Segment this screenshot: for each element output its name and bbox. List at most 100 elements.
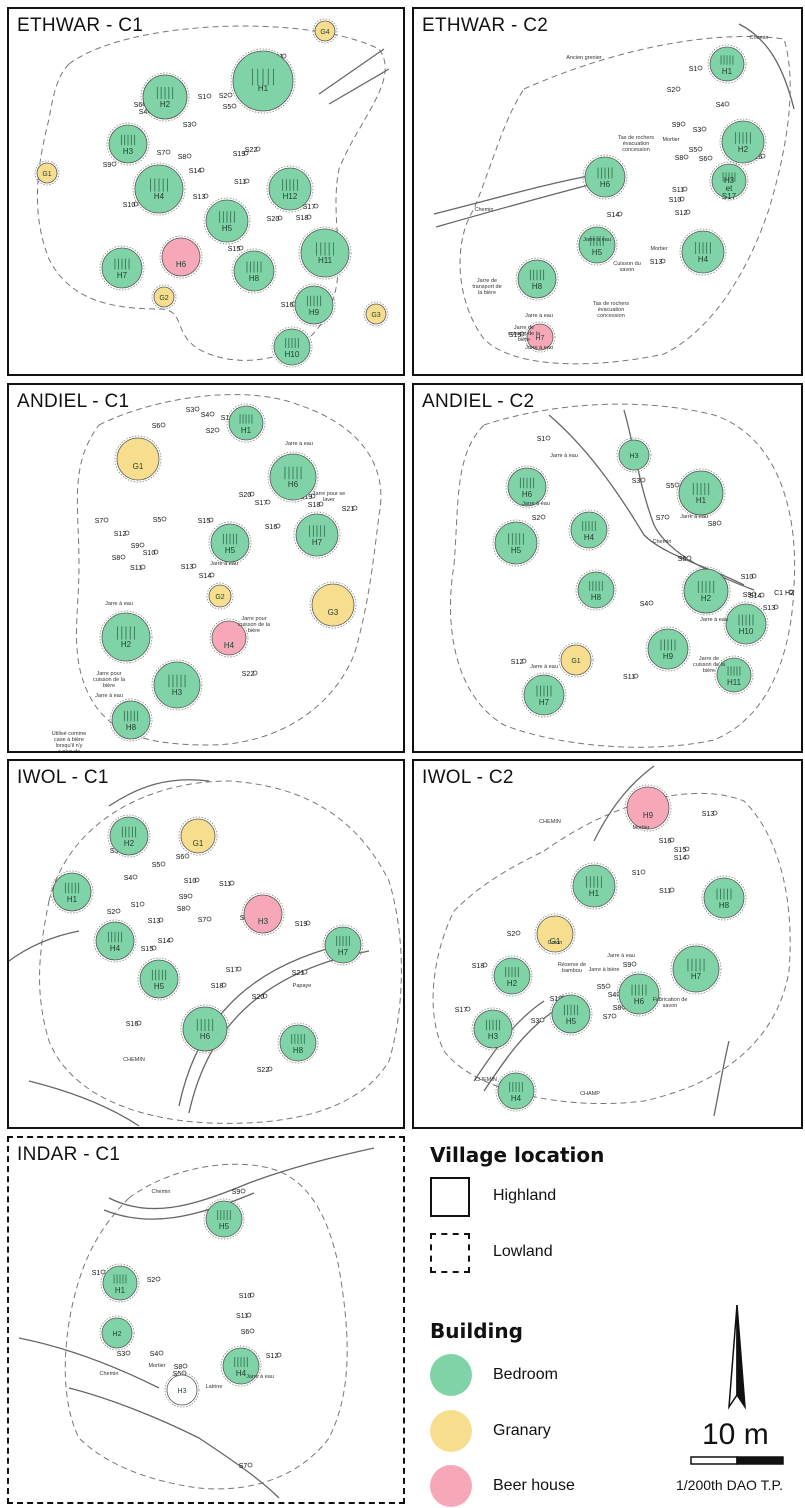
structure-marker — [186, 153, 192, 159]
building-label: H3 — [172, 688, 183, 697]
building-g1: G1 — [178, 816, 218, 856]
building-wall — [505, 465, 549, 509]
building-wall — [99, 245, 145, 291]
structure-label: S12 — [675, 210, 688, 217]
structure-label: S13 — [702, 811, 715, 818]
legend-village-location-title: Village location — [430, 1143, 605, 1167]
building-wall — [707, 44, 747, 84]
path-line — [318, 48, 385, 95]
structure-marker — [124, 530, 130, 536]
building-g2: G2 — [151, 284, 177, 310]
building-label: H2 — [160, 100, 171, 109]
building-label: H4 — [154, 192, 165, 201]
plan-map: S1S2S3S4S5S6S7S8S9S10S11S12S13S14S15S16S… — [432, 765, 791, 1117]
structure-marker — [275, 523, 281, 529]
structure-label: S21 — [342, 506, 355, 513]
building-h3: H3 — [164, 1372, 200, 1408]
structure-marker — [214, 427, 220, 433]
structure-s8: S8 — [177, 905, 191, 913]
structure-s17: S17 — [455, 1006, 471, 1014]
structure-marker — [191, 563, 197, 569]
building-label: H7 — [691, 972, 702, 981]
building-h2: H2 — [99, 610, 153, 664]
structure-label: S11 — [236, 1313, 248, 1320]
structure-s22: S22 — [257, 1066, 273, 1074]
building-label: G2 — [215, 594, 224, 601]
building-h8: H8 — [231, 248, 277, 294]
structure-label: S11 — [672, 187, 684, 194]
annotation-text: Ancien grenier — [566, 55, 602, 61]
annotation-text: Jarre de cuisson de la bière — [508, 325, 541, 343]
structure-label: S5 — [223, 104, 232, 111]
structure-label: S7 — [157, 150, 166, 157]
structure-s14: S14 — [749, 592, 765, 600]
structure-s7: S7 — [198, 916, 212, 924]
building-label: H10 — [285, 350, 300, 359]
path-line — [108, 1147, 375, 1210]
structure-label: S5 — [153, 517, 162, 524]
structure-marker — [310, 493, 316, 499]
structure-s4: S4 — [150, 1350, 164, 1358]
structure-label: S1 — [221, 415, 230, 422]
building-label: H1 — [589, 889, 600, 898]
structure-label: S9 — [232, 1189, 241, 1196]
structure-s17: S17 — [303, 203, 319, 211]
structure-marker — [140, 564, 146, 570]
building-label: H2 — [113, 1331, 122, 1338]
structure-marker — [701, 126, 707, 132]
structure-label: S10 — [184, 878, 197, 885]
structure-s20: S20 — [252, 993, 268, 1001]
structure-s4: S4 — [640, 600, 654, 608]
structure-label: S1 — [537, 436, 546, 443]
building-disc — [166, 1374, 198, 1406]
building-wall — [292, 283, 336, 327]
building-disc — [311, 583, 355, 627]
building-label: H5 — [566, 1017, 577, 1026]
building-wall — [568, 509, 610, 551]
structure-s13: S13 — [702, 810, 718, 818]
structure-label: S14 — [199, 573, 212, 580]
path-line — [28, 1080, 140, 1127]
structure-s3: S3 — [117, 1350, 131, 1358]
structure-label: S6 — [678, 556, 687, 563]
building-label: H6 — [600, 180, 611, 189]
structure-marker — [482, 962, 488, 968]
panel-title: ANDIEL - C2 — [422, 391, 535, 412]
structure-marker — [682, 186, 688, 192]
structure-marker — [680, 121, 686, 127]
structure-label: S3 — [117, 1351, 126, 1358]
structure-label: S5 — [689, 147, 698, 154]
structure-s1: S1 — [689, 65, 703, 73]
structure-label: S18 — [296, 215, 309, 222]
building-wall — [471, 1007, 515, 1051]
structure-marker — [697, 146, 703, 152]
structure-marker — [521, 658, 527, 664]
structure-marker — [249, 1328, 255, 1334]
building-wall — [723, 601, 769, 647]
building-wall — [549, 992, 593, 1036]
building-label: H12 — [283, 192, 298, 201]
beer-house-swatch — [430, 1465, 472, 1507]
structure-s6: S6 — [152, 422, 166, 430]
concession-boundary — [76, 394, 382, 746]
structure-marker — [199, 167, 205, 173]
structure-marker — [712, 810, 718, 816]
structure-s5: S5 — [223, 103, 237, 111]
path-line — [103, 1192, 255, 1220]
building-label: G1 — [550, 937, 561, 946]
structure-s16: S16 — [265, 523, 281, 531]
building-h5: H5 — [549, 992, 593, 1036]
structure-marker — [249, 491, 255, 497]
structure-marker — [313, 203, 319, 209]
building-wall — [137, 957, 181, 1001]
building-h10: H10 — [271, 326, 313, 368]
panel-title: ETHWAR - C2 — [422, 15, 549, 36]
structure-marker — [267, 1066, 273, 1072]
building-h5: H5 — [203, 1198, 245, 1240]
structure-label: S12 — [266, 1353, 279, 1360]
structure-s3: S3 — [531, 1017, 545, 1025]
building-label: H11 — [727, 678, 742, 687]
building-h4: H4 — [209, 618, 249, 658]
structure-marker — [707, 155, 713, 161]
